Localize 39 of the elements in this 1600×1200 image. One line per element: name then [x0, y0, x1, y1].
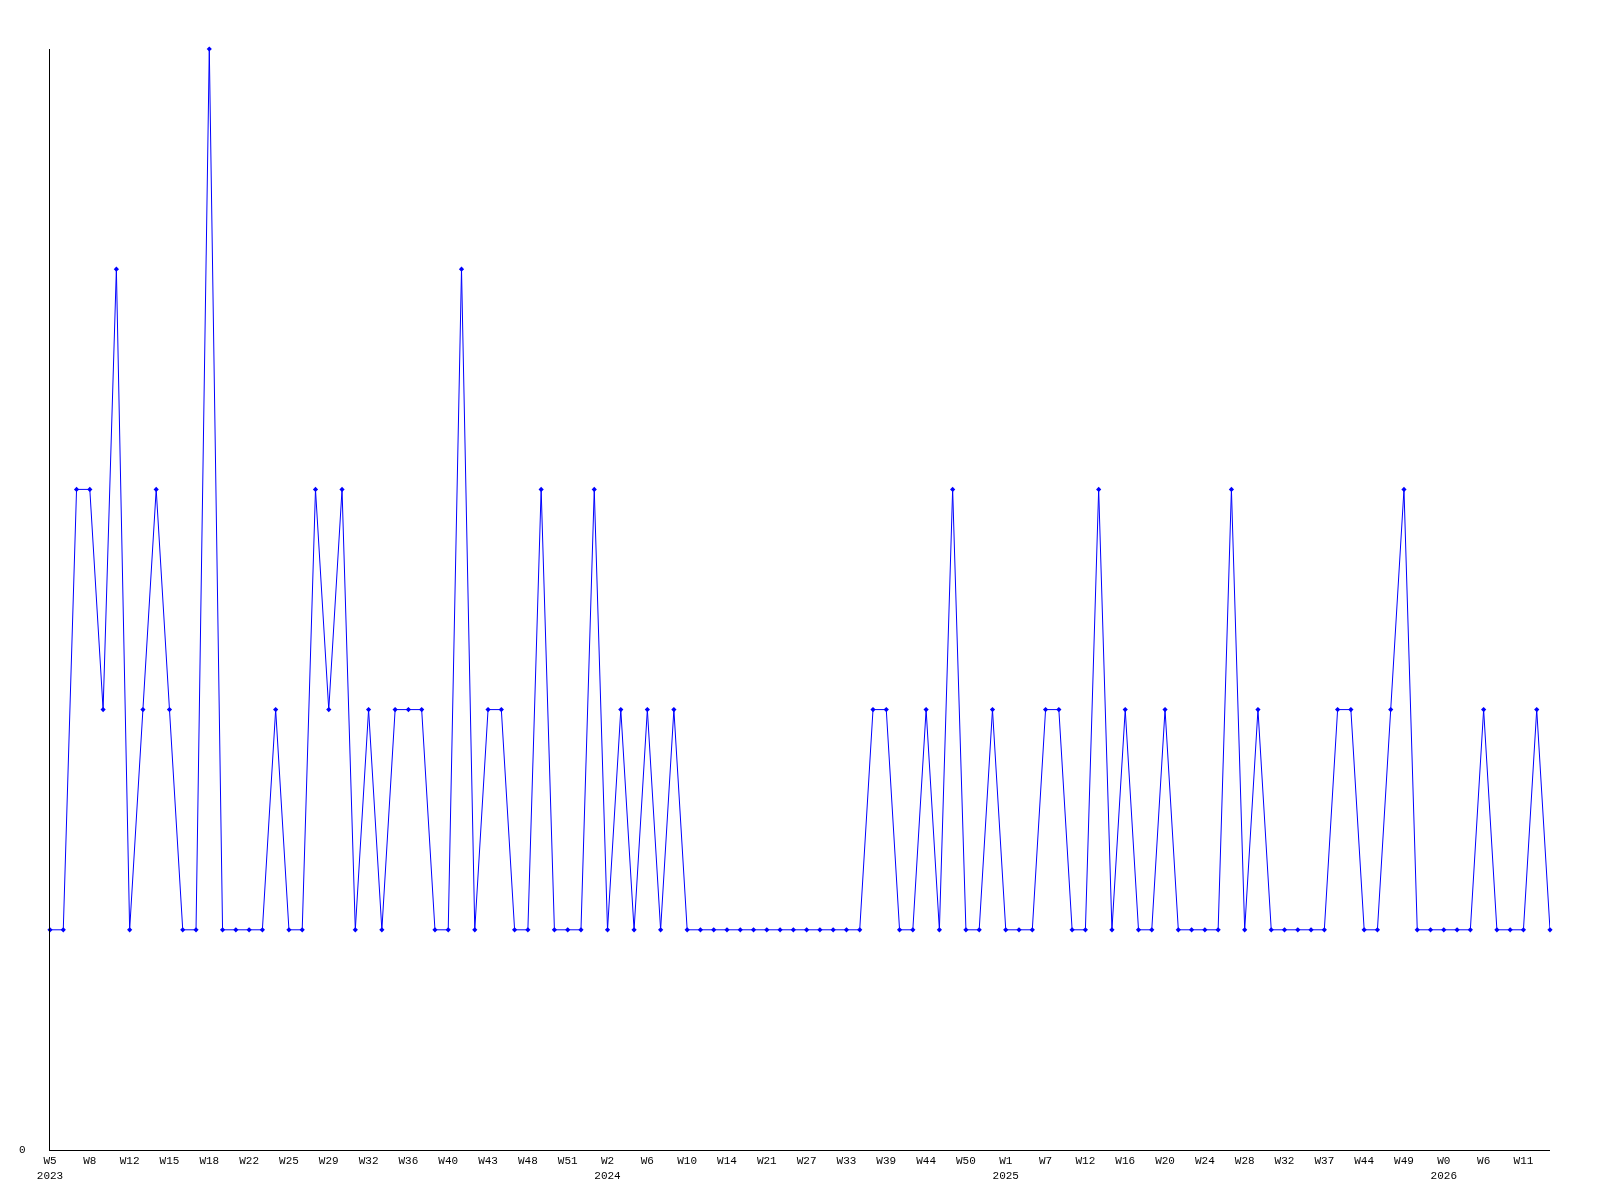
x-tick-label: W36 — [398, 1155, 419, 1168]
x-tick-label: W37 — [1314, 1155, 1335, 1168]
x-tick-label: W14 — [717, 1155, 738, 1168]
x-tick-label: W11 — [1513, 1155, 1534, 1168]
x-tick-label: W21 — [756, 1155, 778, 1168]
x-tick-label: W43 — [478, 1155, 498, 1168]
x-tick-label: W33 — [836, 1155, 857, 1168]
x-tick-label: W6 — [640, 1155, 654, 1168]
x-tick-label: W18 — [199, 1155, 220, 1168]
x-tick-label: W15 — [159, 1155, 180, 1168]
x-tick-label: W49 — [1394, 1155, 1414, 1168]
x-tick-label: W50 — [956, 1155, 976, 1168]
x-tick-label: W32 — [1274, 1155, 1295, 1168]
x-tick-label: W44 — [916, 1155, 937, 1168]
x-tick-label: W10 — [677, 1155, 698, 1168]
x-tick-label: W22 — [239, 1155, 260, 1168]
x-tick-label: W44 — [1354, 1155, 1375, 1168]
x-tick-label: W32 — [358, 1155, 379, 1168]
x-tick-label: W5 2023 — [36, 1155, 64, 1182]
x-tick-label: W20 — [1155, 1155, 1175, 1168]
x-tick-label: W25 — [279, 1155, 299, 1168]
x-tick-label: W12 — [1075, 1155, 1096, 1168]
x-tick-label: W51 — [557, 1155, 578, 1168]
x-tick-label: W2 2024 — [594, 1155, 622, 1182]
x-tick-label: W29 — [318, 1155, 339, 1168]
x-tick-label: W12 — [119, 1155, 140, 1168]
x-tick-label: W7 — [1038, 1155, 1053, 1168]
x-tick-label: W48 — [517, 1155, 538, 1168]
x-tick-label: W1 2025 — [992, 1155, 1019, 1182]
x-tick-label: W40 — [438, 1155, 459, 1168]
x-tick-label: W6 — [1477, 1155, 1491, 1168]
x-tick-label: W28 — [1234, 1155, 1255, 1168]
x-tick-label: W8 — [83, 1155, 97, 1168]
text: 0 — [19, 1144, 26, 1156]
x-tick-label: W24 — [1194, 1155, 1216, 1168]
x-tick-label: W27 — [796, 1155, 817, 1168]
x-tick-label: W16 — [1115, 1155, 1136, 1168]
x-tick-label: W0 2026 — [1430, 1155, 1458, 1182]
x-tick-label: W39 — [876, 1155, 897, 1168]
